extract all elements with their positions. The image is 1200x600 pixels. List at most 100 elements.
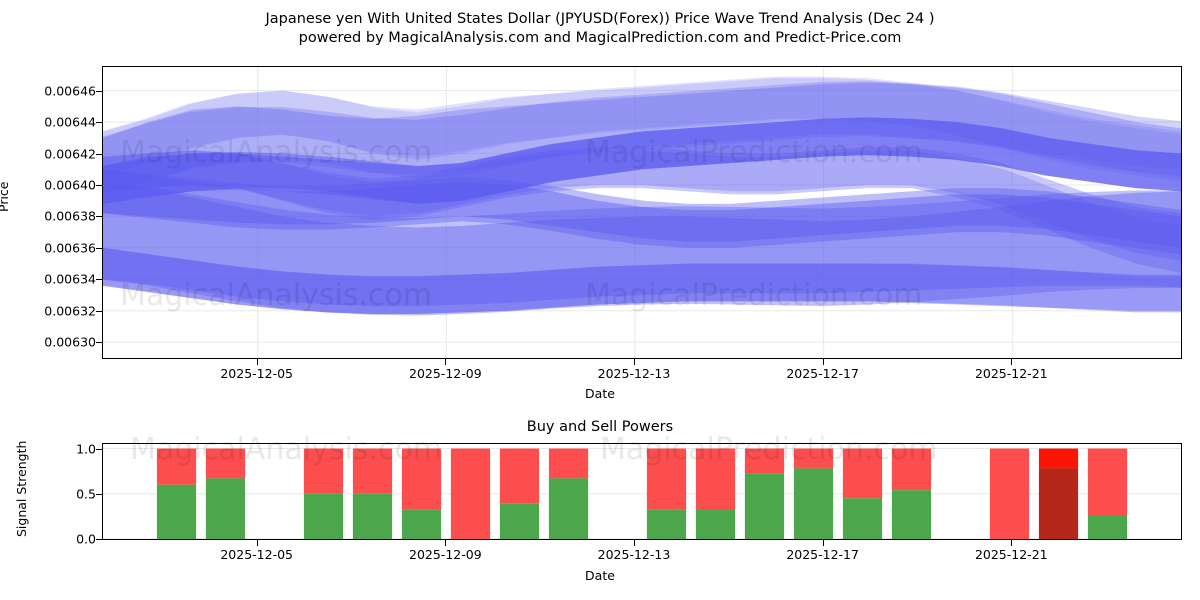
buy-sell-powers-plot-area xyxy=(102,443,1182,540)
wave-band xyxy=(103,117,1181,204)
bar-segment-buy xyxy=(891,490,932,539)
lower-y-tick-label: 0.5 xyxy=(76,486,96,502)
bar-segment-sell xyxy=(352,448,393,494)
bar-segment-buy xyxy=(548,478,589,539)
stacked-bar xyxy=(156,448,197,539)
buy-sell-powers-title: Buy and Sell Powers xyxy=(526,419,674,435)
upper-y-tick-label: 0.00640 xyxy=(44,177,96,193)
wave-band-spine xyxy=(103,117,1181,204)
bar-segment-buy xyxy=(205,478,246,539)
upper-y-tick-label: 0.00642 xyxy=(44,146,96,161)
stacked-bar xyxy=(646,448,687,539)
upper-x-tick-label: 2025-12-17 xyxy=(786,366,859,381)
price-wave-chart-plot-area xyxy=(102,66,1182,359)
upper-y-tick-mark xyxy=(96,310,102,312)
stacked-bar xyxy=(793,448,834,539)
wave-band xyxy=(103,181,1181,316)
upper-y-tick-mark xyxy=(96,216,102,218)
lower-y-tick-mark xyxy=(96,539,102,540)
wave-band-area xyxy=(103,247,1181,314)
wave-band-spine xyxy=(103,150,1181,261)
bar-segment-buy xyxy=(156,484,197,539)
upper-x-tick-mark xyxy=(633,359,635,365)
wave-band-spine xyxy=(103,247,1181,314)
bar-segment-sell xyxy=(695,448,736,511)
bar-segment-sell xyxy=(1087,448,1128,516)
stacked-bar xyxy=(205,448,246,539)
lower-y-tick-mark xyxy=(96,493,102,495)
stacked-bar xyxy=(401,448,442,539)
lower-x-tick-mark xyxy=(1011,540,1013,546)
bar-segment-sell xyxy=(205,448,246,479)
stacked-bar xyxy=(303,448,344,539)
upper-x-tick-label: 2025-12-13 xyxy=(597,366,671,381)
lower-x-tick-label: 2025-12-21 xyxy=(974,547,1048,562)
bar-segment-sell xyxy=(646,448,687,510)
upper-x-axis-title: Date xyxy=(585,386,615,401)
bar-segment-sell xyxy=(499,448,540,504)
chart-title-block: Japanese yen With United States Dollar (… xyxy=(0,10,1200,48)
upper-y-tick-label: 0.00634 xyxy=(44,271,96,287)
stacked-bar xyxy=(352,448,393,539)
bar-segment-buy xyxy=(695,510,736,539)
bar-segment-sell xyxy=(401,448,442,510)
page-subtitle: powered by MagicalAnalysis.com and Magic… xyxy=(298,30,902,46)
upper-y-tick-mark xyxy=(96,153,102,155)
lower-x-tick-label: 2025-12-13 xyxy=(597,547,671,562)
upper-x-tick-label: 2025-12-09 xyxy=(409,366,482,381)
upper-y-tick-mark xyxy=(96,90,102,92)
upper-x-tick-label: 2025-12-21 xyxy=(974,366,1048,381)
bar-segment-sell xyxy=(989,448,1030,539)
bar-segment-buy xyxy=(1087,515,1128,539)
bar-segment-sell xyxy=(793,448,834,469)
lower-y-tick-label: 0.0 xyxy=(76,531,96,547)
stacked-bar xyxy=(548,448,589,539)
stacked-bar xyxy=(695,448,736,539)
bar-segment-buy xyxy=(646,509,687,539)
bar-segment-sell xyxy=(156,448,197,485)
wave-band xyxy=(103,147,1181,274)
upper-y-tick-mark xyxy=(96,342,102,344)
upper-y-tick-label: 0.00636 xyxy=(44,240,96,256)
upper-y-tick-label: 0.00632 xyxy=(44,303,96,319)
lower-y-tick-mark xyxy=(96,448,102,450)
lower-x-tick-mark xyxy=(822,540,824,546)
upper-x-tick-label: 2025-12-05 xyxy=(220,366,294,381)
stacked-bar xyxy=(989,448,1030,539)
bar-segment-sell xyxy=(842,448,883,499)
lower-x-tick-mark xyxy=(445,540,447,546)
wave-band-area xyxy=(103,117,1181,204)
wave-band-spine xyxy=(103,181,1181,316)
wave-band-area xyxy=(103,78,1181,182)
lower-y-tick-label: 1.0 xyxy=(76,441,96,457)
stacked-bar xyxy=(744,448,785,539)
bar-segment-buy xyxy=(401,509,442,539)
wave-band xyxy=(103,247,1181,314)
lower-x-tick-mark xyxy=(256,540,258,546)
lower-x-tick-mark xyxy=(633,540,635,546)
bar-segment-sell xyxy=(744,448,785,474)
wave-band-spine xyxy=(103,169,1181,255)
stacked-bar xyxy=(1038,448,1079,539)
buy-sell-powers-svg xyxy=(103,448,1181,539)
bar-segment-buy xyxy=(303,493,344,539)
stacked-bar xyxy=(842,448,883,539)
page-title: Japanese yen With United States Dollar (… xyxy=(265,11,935,27)
wave-band-spine xyxy=(103,76,1181,179)
stacked-bar xyxy=(891,448,932,539)
bar-segment-sell xyxy=(450,448,491,539)
upper-y-tick-label: 0.00638 xyxy=(44,208,96,224)
stacked-bar xyxy=(1087,448,1128,539)
price-wave-svg xyxy=(103,67,1181,358)
bar-segment-sell xyxy=(548,448,589,479)
wave-band-area xyxy=(103,147,1181,274)
upper-y-tick-label: 0.00646 xyxy=(44,83,96,99)
bar-segment-buy xyxy=(793,468,834,539)
bar-segment-buy xyxy=(499,503,540,539)
upper-x-tick-mark xyxy=(445,359,447,365)
bar-segment-sell xyxy=(303,448,344,494)
wave-band-area xyxy=(103,169,1181,248)
upper-x-tick-mark xyxy=(256,359,258,365)
lower-x-tick-label: 2025-12-09 xyxy=(409,547,482,562)
upper-y-tick-label: 0.00644 xyxy=(44,114,96,130)
